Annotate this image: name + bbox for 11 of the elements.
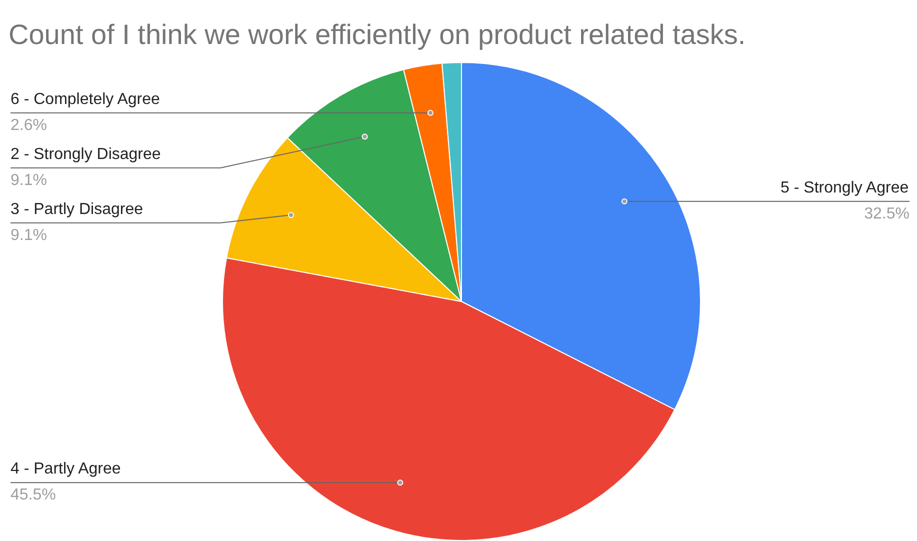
data-label: 2.6%: [10, 116, 47, 134]
slice-label: 4 - Partly Agree: [10, 460, 121, 478]
slice-label: 6 - Completely Agree: [10, 90, 160, 108]
slice-label: 3 - Partly Disagree: [10, 200, 144, 218]
chart-title: Count of I think we work efficiently on product related tasks.: [8, 19, 746, 50]
data-label: 32.5%: [864, 205, 910, 222]
data-label: 9.1%: [10, 172, 47, 189]
slice-label: 2 - Strongly Disagree: [10, 146, 161, 163]
data-label: 9.1%: [10, 226, 47, 244]
data-label: 45.5%: [10, 486, 56, 504]
slice-label: 5 - Strongly Agree: [780, 179, 909, 196]
